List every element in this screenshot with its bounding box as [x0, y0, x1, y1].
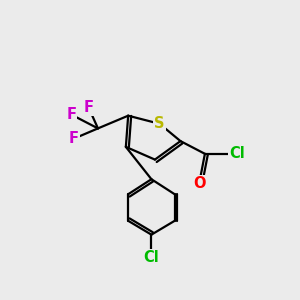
Text: Cl: Cl [229, 146, 245, 161]
Text: F: F [84, 100, 94, 115]
Text: Cl: Cl [144, 250, 159, 265]
Text: O: O [193, 176, 205, 191]
Text: F: F [66, 107, 76, 122]
Text: F: F [68, 131, 79, 146]
Text: S: S [154, 116, 165, 131]
